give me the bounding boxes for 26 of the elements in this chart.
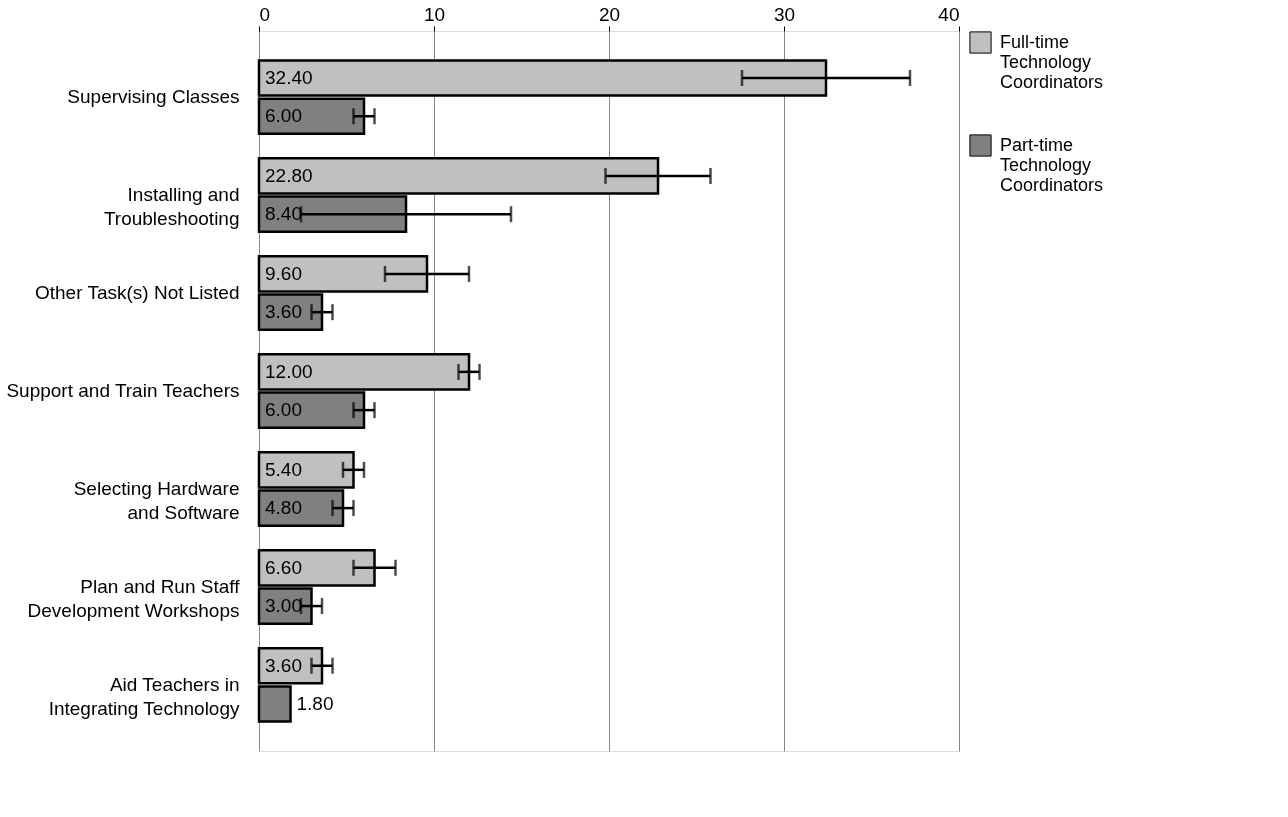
data-label: 4.80 <box>265 497 302 519</box>
data-label: 32.40 <box>265 66 313 88</box>
data-label: 1.80 <box>296 693 334 715</box>
y-tick-label: Support and Train Teachers <box>6 380 240 401</box>
y-tick-label: Installing and Troubleshooting <box>103 184 240 230</box>
data-label: 22.80 <box>265 164 313 186</box>
y-tick-label: Aid Teachers in Integrating Technology <box>48 673 240 719</box>
legend-label: Full-time Technology Coordinators <box>1000 31 1104 92</box>
y-tick-label: Other Task(s) Not Listed <box>34 282 240 304</box>
data-label: 6.60 <box>265 556 302 578</box>
data-label: 3.60 <box>265 654 302 676</box>
x-tick-label: 0 <box>259 3 271 25</box>
x-tick-label: 10 <box>423 3 446 25</box>
data-label: 3.60 <box>265 301 302 323</box>
x-tick-label: 40 <box>938 3 960 25</box>
x-tick-label: 20 <box>598 3 621 25</box>
y-tick-label: Supervising Classes <box>67 86 240 108</box>
y-tick-label: Selecting Hardware and Software <box>73 477 240 523</box>
data-label: 6.00 <box>265 399 302 421</box>
y-tick-label: Plan and Run Staff Development Workshops <box>27 575 241 621</box>
legend-label: Part-time Technology Coordinators <box>1000 134 1104 195</box>
x-tick-label: 30 <box>773 3 796 25</box>
data-label: 6.00 <box>265 105 302 127</box>
data-label: 5.40 <box>265 458 302 480</box>
data-label: 9.60 <box>265 262 302 284</box>
data-label: 12.00 <box>265 360 313 382</box>
